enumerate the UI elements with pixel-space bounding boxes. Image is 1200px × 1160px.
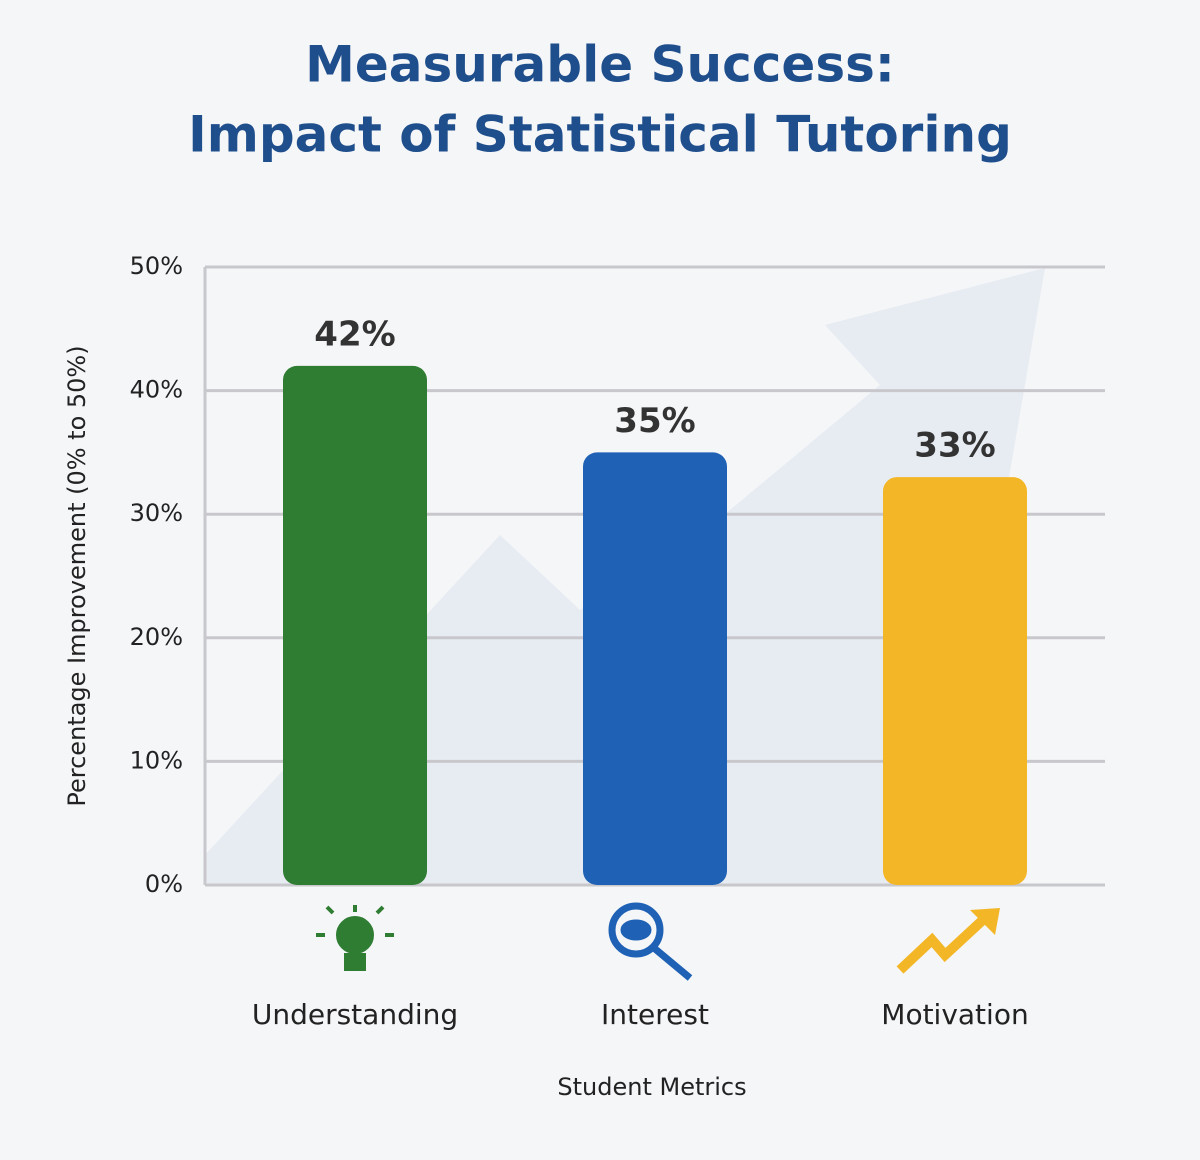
bar xyxy=(883,477,1027,885)
x-tick-label: Motivation xyxy=(881,998,1028,1031)
y-tick-label: 40% xyxy=(130,376,183,404)
chart-title: Impact of Statistical Tutoring xyxy=(188,106,1012,164)
y-tick-label: 50% xyxy=(130,252,183,280)
y-tick-label: 0% xyxy=(145,870,183,898)
bar xyxy=(283,365,427,885)
x-axis-label: Student Metrics xyxy=(557,1073,746,1101)
value-label: 35% xyxy=(614,401,695,441)
bar xyxy=(583,452,727,885)
icon-bulb xyxy=(316,905,394,971)
x-tick-label: Interest xyxy=(601,998,709,1031)
x-tick-label: Understanding xyxy=(252,998,458,1031)
icon-magnifier xyxy=(608,902,693,981)
y-tick-label: 20% xyxy=(130,623,183,651)
y-axis-label: Percentage Improvement (0% to 50%) xyxy=(63,345,91,806)
icon-trend xyxy=(896,908,1000,974)
y-tick-label: 10% xyxy=(130,746,183,774)
value-label: 33% xyxy=(914,426,995,466)
y-tick-label: 30% xyxy=(130,499,183,527)
chart-title: Measurable Success: xyxy=(305,36,895,94)
value-label: 42% xyxy=(314,314,395,354)
